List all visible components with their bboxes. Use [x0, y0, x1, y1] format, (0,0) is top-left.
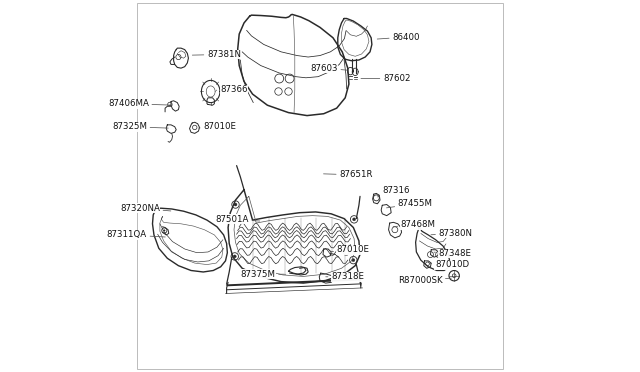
Circle shape — [233, 255, 236, 258]
Text: 87468M: 87468M — [393, 221, 436, 230]
Text: 87380N: 87380N — [431, 229, 472, 238]
Text: R87000SK: R87000SK — [397, 276, 451, 285]
Text: 87651R: 87651R — [324, 170, 372, 179]
Circle shape — [234, 203, 237, 206]
Text: 87010E: 87010E — [330, 245, 370, 254]
Text: 87406MA: 87406MA — [108, 99, 172, 108]
Text: 87501A: 87501A — [216, 215, 260, 224]
Text: 87348E: 87348E — [434, 249, 472, 258]
Text: 87375M: 87375M — [241, 270, 285, 279]
Text: 87311QA: 87311QA — [107, 230, 165, 240]
Text: 87318E: 87318E — [326, 272, 364, 281]
Circle shape — [164, 230, 165, 231]
Text: 87320NA: 87320NA — [120, 204, 171, 213]
Text: 87603: 87603 — [310, 64, 347, 73]
Text: 87010E: 87010E — [198, 122, 236, 131]
Text: 87602: 87602 — [361, 74, 410, 83]
Text: 87366: 87366 — [216, 85, 248, 94]
Text: 87455M: 87455M — [387, 199, 433, 208]
Text: 87316: 87316 — [378, 186, 410, 197]
Circle shape — [352, 259, 355, 262]
Text: 87010D: 87010D — [429, 260, 469, 269]
Circle shape — [353, 218, 356, 221]
Text: 87325M: 87325M — [112, 122, 168, 131]
Text: 86400: 86400 — [377, 32, 420, 42]
Text: 87381N: 87381N — [193, 50, 241, 59]
